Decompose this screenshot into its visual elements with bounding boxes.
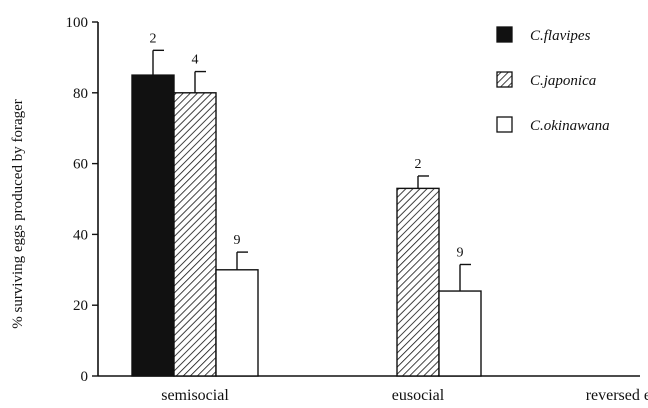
bar — [215, 269, 259, 377]
y-tick-label: 20 — [73, 298, 88, 314]
y-axis-label: % surviving eggs produced by forager — [10, 99, 26, 329]
y-tick-label: 60 — [73, 157, 88, 173]
legend: C.flavipes C.japonica C.okinawana — [496, 26, 610, 134]
category-label: eusocial — [392, 387, 445, 404]
bar — [396, 187, 440, 377]
legend-swatch — [496, 116, 513, 133]
legend-label: C.japonica — [530, 73, 596, 89]
legend-label: C.flavipes — [530, 28, 591, 44]
category-label: reversed eusocial — [586, 387, 648, 404]
sample-size-label: 2 — [150, 31, 157, 46]
legend-swatch — [496, 26, 513, 43]
bar — [438, 290, 482, 377]
bar — [131, 74, 175, 377]
sample-size-label: 2 — [415, 157, 422, 172]
y-tick-label: 100 — [66, 15, 89, 31]
legend-label: C.okinawana — [530, 118, 610, 134]
axes: 0 20 40 60 80 100 semisocial eusocial reversed e… — [66, 15, 648, 404]
legend-swatch — [496, 71, 513, 88]
sample-size-label: 9 — [234, 233, 241, 248]
sample-size-label: 9 — [457, 245, 464, 260]
sample-size-label: 4 — [192, 53, 199, 68]
y-tick-label: 80 — [73, 86, 88, 102]
y-tick-label: 40 — [73, 227, 88, 243]
bars: 242999 — [131, 31, 482, 377]
y-tick-label: 0 — [81, 369, 89, 385]
category-label: semisocial — [161, 387, 229, 404]
bar — [173, 92, 217, 377]
